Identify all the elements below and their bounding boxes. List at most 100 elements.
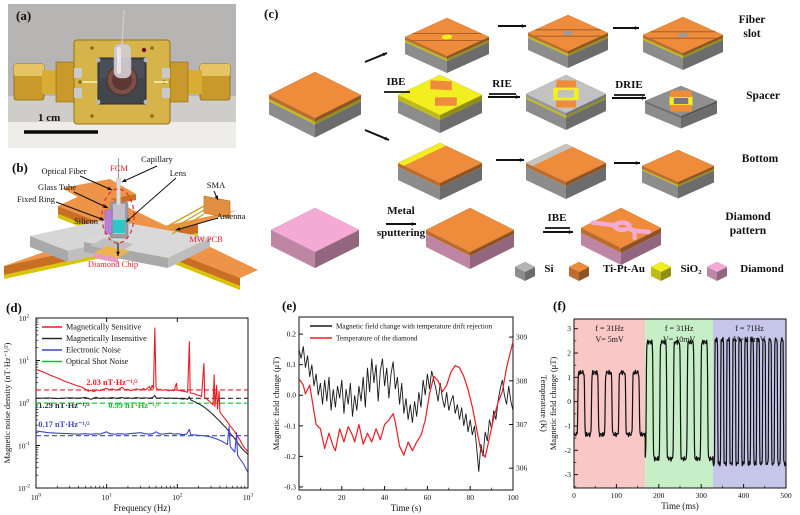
region-1-label-line1: f = 31Hz (665, 324, 694, 333)
d-legend-2: Electronic Noise (66, 346, 121, 355)
f-yaxis-label: Magnetic field change (μT) (548, 357, 558, 451)
svg-text:0: 0 (297, 493, 301, 502)
panel-c: (c) IBE RIE DRIE Metal sputtering IBE Fi… (258, 0, 800, 295)
legend-label-tiptau: Ti-Pt-Au (603, 263, 645, 275)
callout-sma: SMA (206, 180, 226, 190)
process-block (568, 261, 590, 281)
svg-text:200: 200 (653, 491, 665, 500)
svg-text:101: 101 (19, 356, 30, 365)
svg-text:20: 20 (338, 493, 346, 502)
process-block (525, 74, 607, 130)
callout-capillary: Capillary (141, 154, 173, 164)
legend-label-diamond: Diamond (740, 263, 784, 275)
svg-text:0.2: 0.2 (287, 330, 297, 339)
series-electronic-noise (35, 425, 249, 473)
panel-d: 100 101 102 103 10-2 10-1 100 101 102 Frequency (… (0, 295, 270, 515)
hline-label-1: 1.29 nT·Hz⁻¹/² (38, 401, 90, 410)
svg-text:0: 0 (567, 397, 571, 406)
svg-text:0.1: 0.1 (287, 360, 297, 369)
process-block (404, 17, 490, 73)
row-label-bottom: Bottom (741, 153, 779, 165)
svg-text:40: 40 (381, 493, 389, 502)
panel-d-label: (d) (6, 300, 22, 315)
panel-f-label: (f) (553, 298, 566, 313)
panel-e: 0 20 40 60 80 100 -0.3 -0.2 -0.1 0.0 0.1 0.2 306 307 3… (270, 295, 548, 515)
row-label-pattern: pattern (729, 225, 767, 237)
svg-text:60: 60 (424, 493, 432, 502)
process-block (514, 261, 536, 281)
svg-text:100: 100 (507, 493, 519, 502)
step-drie: DRIE (615, 79, 643, 91)
svg-text:10-2: 10-2 (18, 484, 30, 493)
step-ibe-1: IBE (386, 76, 406, 88)
svg-text:100: 100 (31, 493, 42, 502)
panel-e-chart-canvas: 0 20 40 60 80 100 -0.3 -0.2 -0.1 0.0 0.1 0.2 306 307 3… (271, 316, 548, 513)
step-metal-line2: sputtering (376, 227, 426, 239)
callout-fcm: FCM (110, 163, 128, 173)
process-block (525, 143, 607, 199)
region-0-label-line2: V= 5mV (595, 335, 624, 344)
legend-label-si: Si (544, 263, 554, 275)
region-0-label-line1: f = 31Hz (595, 324, 624, 333)
legend-label-sio2: SiO₂ (680, 263, 702, 275)
svg-text:102: 102 (172, 493, 183, 502)
svg-text:102: 102 (19, 314, 30, 323)
svg-text:100: 100 (19, 399, 30, 408)
panel-b-schematic-canvas (4, 158, 258, 290)
svg-text:0.0: 0.0 (287, 391, 297, 400)
process-block (644, 85, 718, 129)
process-block (650, 261, 672, 281)
e-legend-0: Magnetic field change with temperature d… (336, 323, 492, 331)
region-2-label-line1: f = 71Hz (735, 324, 764, 333)
panel-c-label: (c) (264, 6, 279, 21)
hline-label-2: 0.99 nT·Hz⁻¹/² (108, 401, 160, 410)
svg-text:10-1: 10-1 (18, 441, 30, 450)
series-field-change (298, 346, 514, 472)
svg-text:103: 103 (243, 493, 254, 502)
e-right-axis-label: Temperature (K) (539, 375, 548, 432)
region-1-label-line2: V= 10mV (663, 335, 696, 344)
svg-text:309: 309 (516, 333, 528, 342)
svg-text:-3: -3 (565, 470, 571, 479)
process-block (641, 149, 715, 199)
d-legend-1: Magnetically Insensitive (66, 334, 147, 343)
step-metal-line1: Metal (387, 205, 415, 217)
d-legend-3: Optical Shot Noise (66, 357, 129, 366)
callout-mw-pcb: MW PCB (189, 234, 223, 244)
svg-text:3: 3 (567, 324, 571, 333)
e-xaxis-label: Time (s) (391, 503, 421, 513)
row-label-spacer: Spacer (746, 90, 780, 102)
svg-text:308: 308 (516, 376, 528, 385)
f-xaxis-label: Time (ms) (661, 501, 698, 511)
svg-text:400: 400 (738, 491, 750, 500)
hline-label-0: 2.03 nT·Hz⁻¹/² (86, 378, 138, 387)
svg-text:-1: -1 (565, 421, 571, 430)
process-block (425, 207, 515, 269)
callout-optical-fiber: Optical Fiber (41, 166, 87, 176)
svg-text:500: 500 (780, 491, 792, 500)
process-block (270, 207, 360, 268)
svg-text:-2: -2 (565, 446, 571, 455)
svg-text:2: 2 (567, 349, 571, 358)
callout-fixed-ring: Fixed Ring (16, 194, 56, 204)
panel-c-process-canvas (268, 14, 728, 281)
scale-bar-label: 1 cm (38, 112, 61, 124)
hline-label-3: 0.17 nT·Hz⁻¹/² (38, 420, 90, 429)
callout-diamond-chip: Diamond Chip (87, 259, 139, 269)
row-label-diamond: Diamond (725, 211, 771, 223)
process-block (527, 14, 609, 68)
svg-text:-0.3: -0.3 (284, 482, 296, 491)
svg-text:300: 300 (696, 491, 708, 500)
series-square-wave (573, 336, 787, 467)
svg-text:-0.1: -0.1 (284, 421, 296, 430)
process-block (706, 261, 728, 281)
callout-lens: Lens (169, 168, 187, 178)
callout-silicon: Silicon (73, 216, 99, 226)
series-magnetically-insensitive (35, 394, 249, 455)
panel-b: (b) FCM Optical Fiber Capillary Lens SMA… (0, 150, 258, 295)
process-block (397, 142, 483, 200)
panel-f: f = 31Hz V= 5mV f = 31Hz V= 10mV f = 71Hz V= … (548, 295, 800, 515)
e-legend-1: Temperature of the diamond (336, 335, 418, 343)
